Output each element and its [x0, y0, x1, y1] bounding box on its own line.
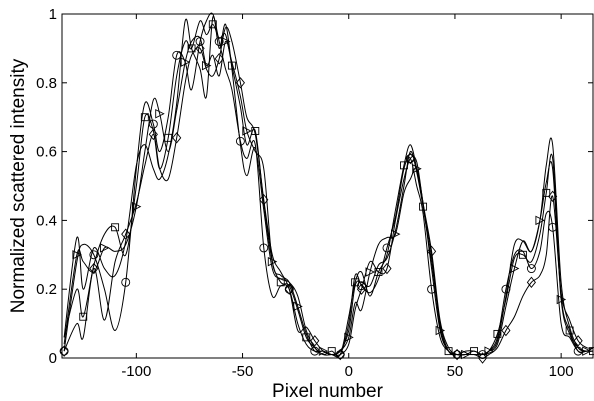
- data-point-circle: [195, 37, 205, 46]
- data-point-triangle-right: [484, 346, 494, 356]
- y-axis-ticks: 0 0.2 0.4 0.6 0.8 1: [36, 6, 593, 367]
- data-point-triangle-right: [344, 332, 354, 343]
- data-point-triangle-right: [242, 126, 252, 136]
- data-point-diamond: [284, 283, 294, 295]
- data-point-circle: [214, 37, 224, 46]
- data-point-square: [276, 278, 285, 287]
- data-point-diamond: [259, 194, 269, 206]
- data-point-triangle-right: [201, 60, 212, 71]
- data-point-square: [164, 133, 173, 142]
- data-point-diamond: [172, 132, 182, 144]
- data-point-triangle-right: [155, 109, 165, 119]
- data-point-diamond: [148, 128, 158, 141]
- series-markers: [59, 20, 594, 364]
- y-tick-label: 0.4: [36, 212, 57, 229]
- y-tick-label: 0.8: [36, 75, 57, 92]
- data-point-triangle-right: [509, 263, 520, 274]
- data-point-diamond: [235, 77, 245, 89]
- x-tick-label: 100: [549, 363, 574, 380]
- data-point-circle: [259, 243, 269, 253]
- data-point-triangle-right: [582, 346, 592, 356]
- y-tick-label: 0.6: [36, 144, 57, 161]
- data-point-diamond: [452, 348, 462, 361]
- data-point-circle: [235, 136, 245, 146]
- data-point-circle: [573, 346, 583, 356]
- data-point-triangle-right: [100, 243, 110, 253]
- data-point-diamond: [526, 276, 536, 289]
- x-tick-label: 0: [345, 363, 353, 380]
- x-axis-title: Pixel number: [272, 381, 384, 401]
- data-point-triangle-right: [267, 256, 278, 267]
- data-point-diamond: [405, 152, 415, 165]
- data-point-circle: [310, 346, 320, 356]
- data-point-diamond: [548, 190, 558, 203]
- data-point-triangle-right: [412, 164, 422, 174]
- data-point-diamond: [121, 228, 131, 240]
- y-tick-label: 1: [49, 6, 57, 23]
- data-point-triangle-right: [365, 267, 375, 277]
- data-point-square: [444, 347, 453, 356]
- data-point-square: [565, 326, 574, 335]
- data-point-circle: [89, 250, 99, 260]
- data-point-square: [187, 44, 196, 53]
- x-tick-label: -100: [121, 363, 151, 380]
- data-point-diamond: [214, 52, 224, 65]
- data-point-square: [351, 278, 360, 287]
- data-point-square: [518, 250, 527, 259]
- data-point-square: [111, 223, 120, 232]
- data-point-diamond: [501, 324, 511, 337]
- data-point-square: [79, 312, 88, 321]
- data-point-circle: [501, 284, 511, 294]
- data-point-circle: [382, 243, 392, 253]
- y-tick-label: 0: [49, 350, 57, 367]
- data-point-diamond: [59, 345, 69, 357]
- data-point-diamond: [89, 262, 99, 275]
- data-point-triangle-right: [72, 250, 82, 260]
- x-tick-label: -50: [232, 363, 254, 380]
- y-tick-label: 0.2: [36, 281, 57, 298]
- data-point-square: [470, 347, 479, 356]
- data-point-square: [140, 113, 149, 122]
- x-tick-label: 50: [447, 363, 464, 380]
- data-point-circle: [526, 264, 536, 274]
- data-point-triangle-right: [391, 229, 401, 239]
- data-point-triangle-right: [221, 36, 231, 47]
- data-point-triangle-right: [556, 294, 567, 305]
- plot-area-frame: [61, 13, 594, 359]
- data-point-triangle-right: [131, 201, 142, 212]
- data-point-diamond: [382, 262, 392, 275]
- data-point-circle: [548, 222, 558, 232]
- data-point-square: [227, 61, 236, 70]
- data-point-square: [542, 188, 551, 197]
- data-point-square: [302, 333, 311, 342]
- data-point-triangle-right: [293, 301, 303, 312]
- data-point-diamond: [573, 335, 583, 347]
- data-point-triangle-right: [318, 346, 329, 356]
- data-point-diamond: [477, 352, 488, 364]
- data-point-circle: [148, 119, 158, 129]
- data-point-square: [419, 202, 428, 211]
- data-point-triangle-right: [180, 57, 191, 67]
- data-point-diamond: [195, 42, 205, 55]
- data-point-diamond: [310, 335, 320, 347]
- data-point-triangle-right: [435, 325, 446, 336]
- data-point-square: [208, 20, 217, 29]
- data-point-square: [493, 329, 502, 338]
- data-point-diamond: [335, 348, 345, 361]
- data-point-circle: [172, 50, 182, 60]
- x-axis-ticks: -100 -50 0 50 100: [121, 14, 574, 380]
- data-point-square: [400, 161, 408, 170]
- data-point-circle: [121, 277, 131, 287]
- data-point-diamond: [426, 245, 437, 258]
- y-axis-title: Normalized scattered intensity: [8, 58, 29, 313]
- data-point-diamond: [356, 283, 367, 295]
- data-point-circle: [427, 284, 437, 294]
- data-point-triangle-right: [535, 215, 545, 226]
